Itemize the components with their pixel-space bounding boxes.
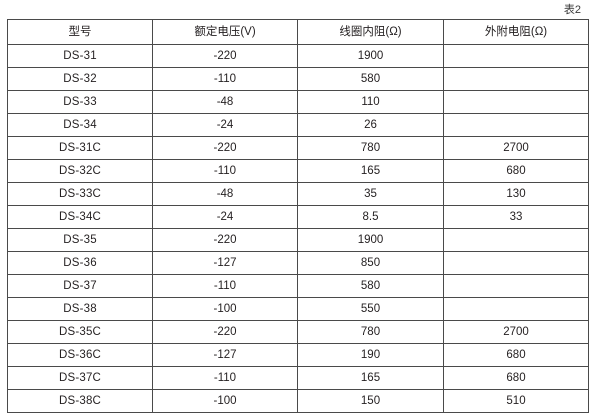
- cell-model: DS-38C: [7, 389, 153, 413]
- table-caption: 表2: [563, 4, 581, 16]
- table-container: 型号 额定电压(V) 线圈内阻(Ω) 外附电阻(Ω) DS-31 -220 1900…: [7, 19, 589, 413]
- cell-model: DS-32C: [7, 159, 153, 183]
- cell-external_resistance: 680: [443, 343, 589, 367]
- cell-model: DS-37: [7, 274, 153, 298]
- table-row: DS-36 -127 850: [7, 251, 589, 275]
- cell-coil_resistance: 150: [297, 389, 444, 413]
- cell-rated_voltage: -110: [152, 67, 298, 91]
- cell-external_resistance: 130: [443, 182, 589, 206]
- cell-rated_voltage: -220: [152, 136, 298, 160]
- table-row: DS-34 -24 26: [7, 113, 589, 137]
- cell-coil_resistance: 550: [297, 297, 444, 321]
- cell-coil_resistance: 190: [297, 343, 444, 367]
- cell-coil_resistance: 26: [297, 113, 444, 137]
- cell-external_resistance: 680: [443, 366, 589, 390]
- cell-coil_resistance: 580: [297, 274, 444, 298]
- cell-rated_voltage: -110: [152, 274, 298, 298]
- cell-coil_resistance: 850: [297, 251, 444, 275]
- cell-model: DS-37C: [7, 366, 153, 390]
- cell-rated_voltage: -110: [152, 366, 298, 390]
- cell-rated_voltage: -220: [152, 228, 298, 252]
- cell-rated_voltage: -127: [152, 251, 298, 275]
- cell-coil_resistance: 110: [297, 90, 444, 114]
- cell-model: DS-31: [7, 44, 153, 68]
- cell-external_resistance: 2700: [443, 320, 589, 344]
- cell-external_resistance: [443, 113, 589, 137]
- cell-external_resistance: [443, 251, 589, 275]
- cell-rated_voltage: -100: [152, 297, 298, 321]
- cell-rated_voltage: -48: [152, 90, 298, 114]
- column-header-model: 型号: [7, 19, 153, 45]
- table-header: 型号 额定电压(V) 线圈内阻(Ω) 外附电阻(Ω): [7, 19, 589, 45]
- table-row: DS-37 -110 580: [7, 274, 589, 298]
- table-row: DS-35C -220 780 2700: [7, 320, 589, 344]
- table-body: DS-31 -220 1900 DS-32 -110 580 DS-33 -48 110 DS-3…: [7, 44, 589, 413]
- cell-coil_resistance: 580: [297, 67, 444, 91]
- cell-coil_resistance: 35: [297, 182, 444, 206]
- cell-model: DS-31C: [7, 136, 153, 160]
- cell-external_resistance: [443, 274, 589, 298]
- table-row: DS-31C -220 780 2700: [7, 136, 589, 160]
- cell-model: DS-33C: [7, 182, 153, 206]
- table-row: DS-31 -220 1900: [7, 44, 589, 68]
- cell-rated_voltage: -220: [152, 44, 298, 68]
- table-row: DS-33 -48 110: [7, 90, 589, 114]
- table-row: DS-32C -110 165 680: [7, 159, 589, 183]
- column-header-rated-voltage: 额定电压(V): [152, 19, 298, 45]
- table-row: DS-34C -24 8.5 33: [7, 205, 589, 229]
- cell-external_resistance: 680: [443, 159, 589, 183]
- cell-model: DS-34: [7, 113, 153, 137]
- cell-model: DS-35C: [7, 320, 153, 344]
- table-row: DS-33C -48 35 130: [7, 182, 589, 206]
- table-row: DS-36C -127 190 680: [7, 343, 589, 367]
- cell-external_resistance: 2700: [443, 136, 589, 160]
- document-page: 表2 型号 额定电压(V) 线圈内阻(Ω) 外附电阻(Ω) DS-31 -220 1…: [7, 4, 589, 413]
- cell-coil_resistance: 8.5: [297, 205, 444, 229]
- column-header-external-resistance: 外附电阻(Ω): [443, 19, 589, 45]
- table-row: DS-35 -220 1900: [7, 228, 589, 252]
- cell-model: DS-36: [7, 251, 153, 275]
- cell-rated_voltage: -48: [152, 182, 298, 206]
- cell-external_resistance: [443, 228, 589, 252]
- table-row: DS-32 -110 580: [7, 67, 589, 91]
- cell-model: DS-35: [7, 228, 153, 252]
- cell-model: DS-34C: [7, 205, 153, 229]
- cell-external_resistance: [443, 90, 589, 114]
- table-row: DS-38C -100 150 510: [7, 389, 589, 413]
- cell-model: DS-36C: [7, 343, 153, 367]
- table-header-row: 型号 额定电压(V) 线圈内阻(Ω) 外附电阻(Ω): [7, 19, 589, 45]
- cell-rated_voltage: -127: [152, 343, 298, 367]
- cell-rated_voltage: -24: [152, 113, 298, 137]
- cell-rated_voltage: -24: [152, 205, 298, 229]
- cell-coil_resistance: 780: [297, 320, 444, 344]
- cell-coil_resistance: 1900: [297, 44, 444, 68]
- cell-coil_resistance: 780: [297, 136, 444, 160]
- cell-rated_voltage: -220: [152, 320, 298, 344]
- cell-external_resistance: 33: [443, 205, 589, 229]
- cell-external_resistance: [443, 297, 589, 321]
- cell-external_resistance: 510: [443, 389, 589, 413]
- cell-external_resistance: [443, 44, 589, 68]
- cell-model: DS-33: [7, 90, 153, 114]
- table-row: DS-37C -110 165 680: [7, 366, 589, 390]
- cell-external_resistance: [443, 67, 589, 91]
- relay-specification-table: 型号 额定电压(V) 线圈内阻(Ω) 外附电阻(Ω) DS-31 -220 1900…: [7, 19, 589, 413]
- table-row: DS-38 -100 550: [7, 297, 589, 321]
- cell-model: DS-38: [7, 297, 153, 321]
- cell-coil_resistance: 165: [297, 159, 444, 183]
- cell-coil_resistance: 1900: [297, 228, 444, 252]
- cell-coil_resistance: 165: [297, 366, 444, 390]
- cell-rated_voltage: -110: [152, 159, 298, 183]
- column-header-coil-resistance: 线圈内阻(Ω): [297, 19, 444, 45]
- cell-rated_voltage: -100: [152, 389, 298, 413]
- cell-model: DS-32: [7, 67, 153, 91]
